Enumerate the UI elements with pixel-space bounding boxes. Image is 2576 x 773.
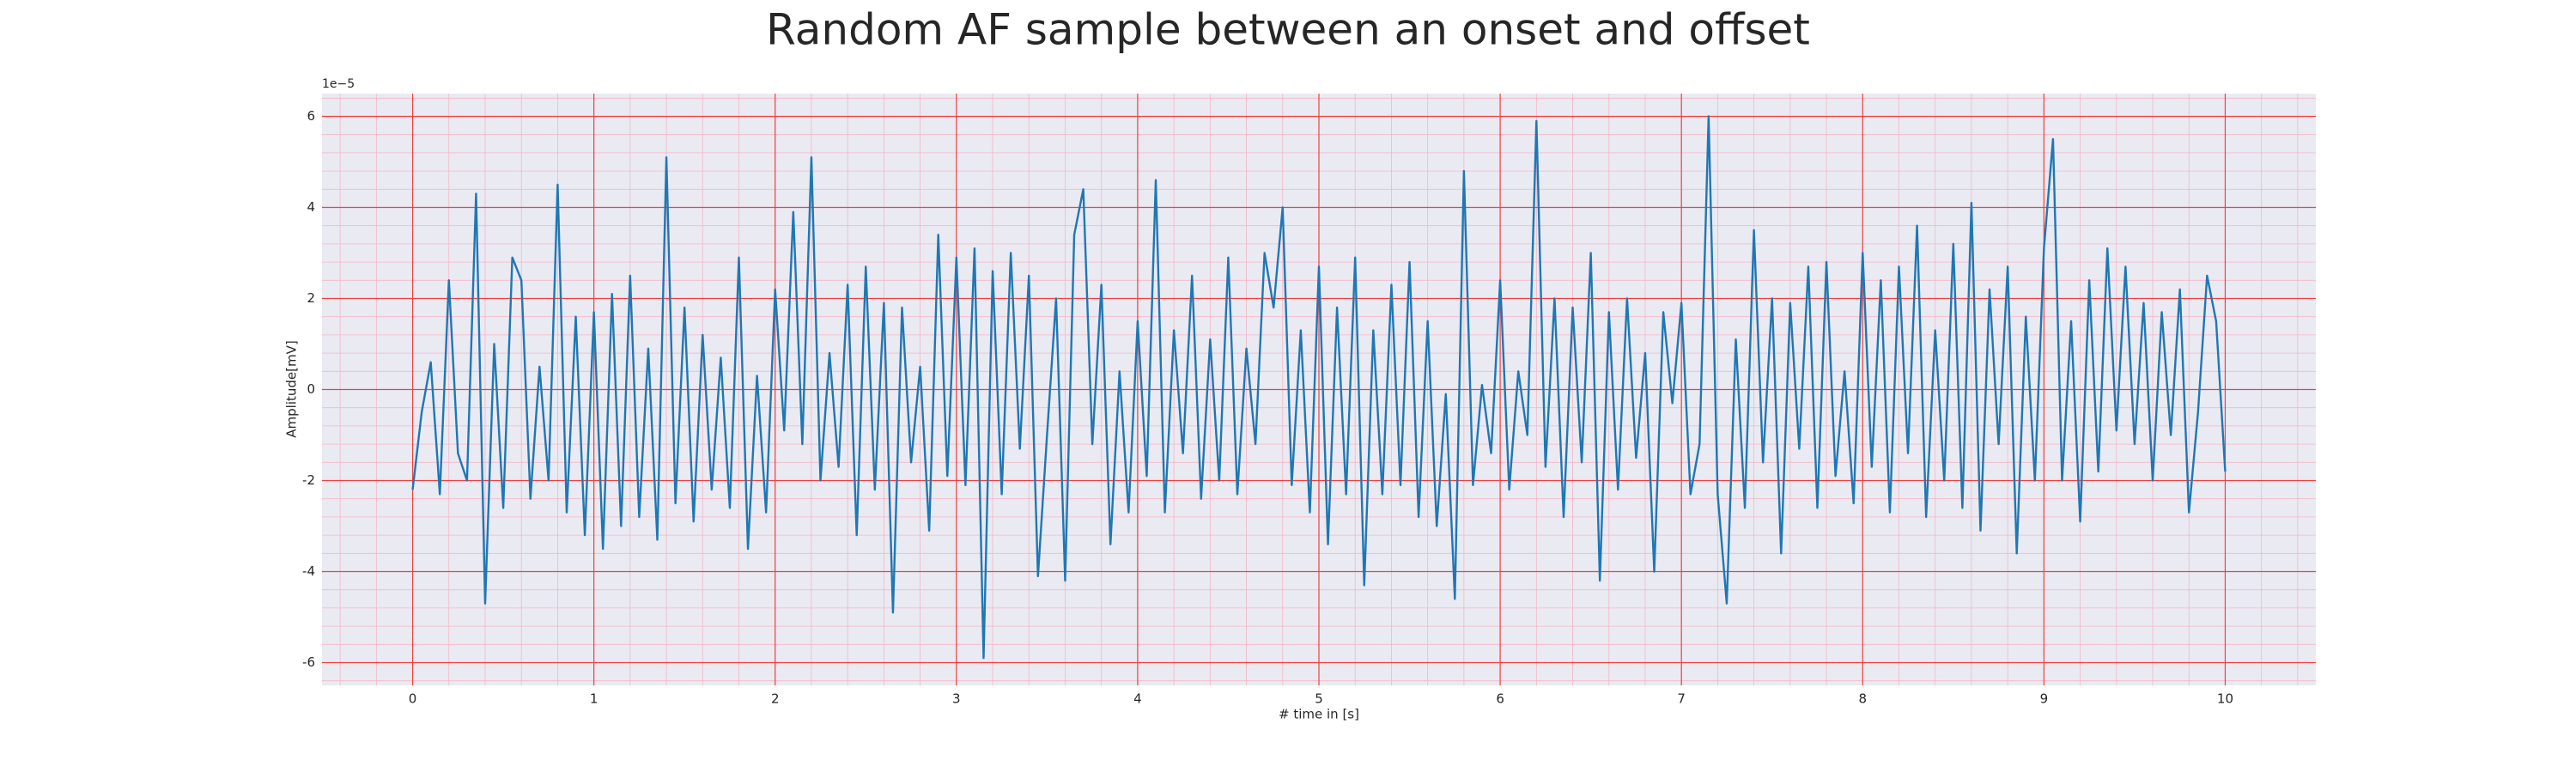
x-tick-label: 1: [590, 691, 598, 707]
x-axis-label: # time in [s]: [1279, 707, 1359, 722]
x-tick-label: 0: [409, 691, 417, 707]
x-tick-label: 5: [1315, 691, 1323, 707]
y-tick-label: 2: [307, 290, 315, 306]
y-tick-label: 4: [307, 199, 315, 215]
y-tick-label: -6: [302, 654, 315, 670]
y-tick-label: 6: [307, 108, 315, 124]
x-tick-label: 8: [1858, 691, 1867, 707]
x-tick-label: 2: [771, 691, 780, 707]
x-tick-label: 7: [1677, 691, 1686, 707]
x-tick-label: 6: [1496, 691, 1504, 707]
x-tick-label: 10: [2217, 691, 2233, 707]
x-tick-label: 4: [1133, 691, 1142, 707]
y-tick-label: -4: [302, 563, 315, 579]
y-tick-label: -2: [302, 472, 315, 488]
y-axis-label: Amplitude[mV]: [284, 340, 300, 437]
y-offset-label: 1e−5: [322, 77, 355, 91]
chart-title: Random AF sample between an onset and of…: [766, 5, 1810, 55]
y-tick-label: 0: [307, 381, 315, 397]
x-tick-label: 9: [2040, 691, 2049, 707]
x-tick-label: 3: [952, 691, 961, 707]
series-line: [411, 115, 2227, 660]
